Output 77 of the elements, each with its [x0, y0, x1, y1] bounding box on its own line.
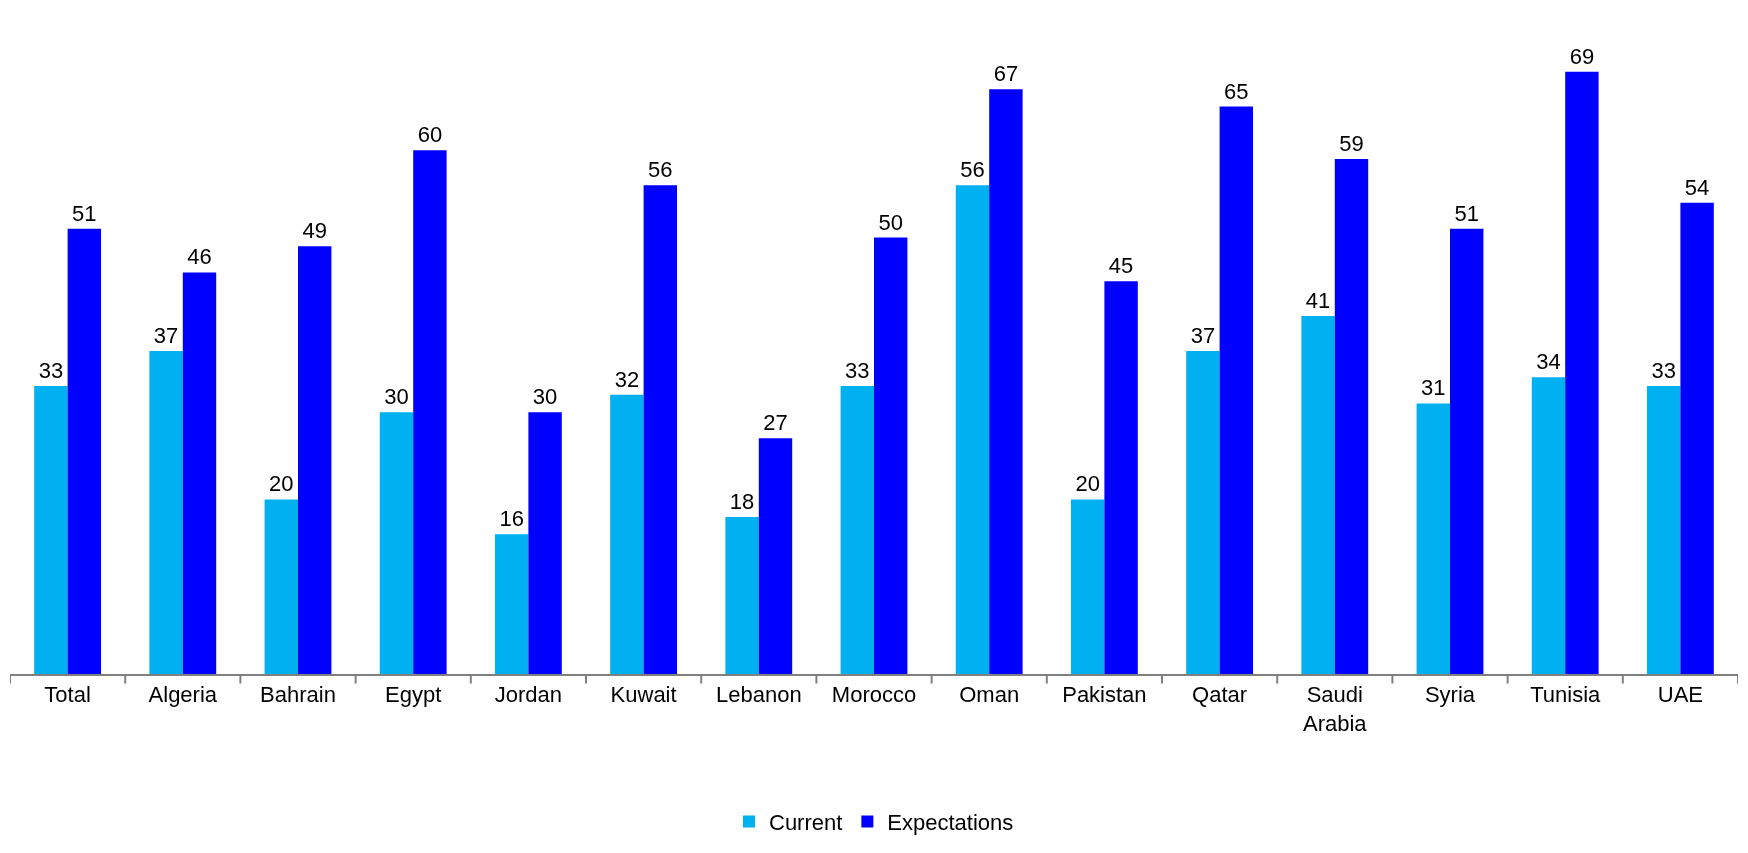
- data-label: 30: [384, 384, 409, 410]
- bar: [379, 412, 414, 674]
- data-label: 33: [845, 357, 870, 383]
- bar: [528, 412, 562, 674]
- x-tick-label: Total: [44, 682, 91, 708]
- bar: [413, 150, 447, 674]
- bar: [758, 438, 793, 674]
- bar: [1416, 403, 1450, 674]
- data-label: 27: [763, 410, 788, 436]
- data-label: 59: [1339, 130, 1364, 156]
- bar: [1104, 281, 1138, 674]
- data-label: 31: [1421, 375, 1446, 401]
- data-label: 20: [269, 471, 294, 497]
- bar: [1186, 351, 1220, 674]
- bar: [874, 237, 908, 674]
- data-label: 45: [1108, 253, 1134, 279]
- x-tick-label: Oman: [959, 682, 1020, 708]
- data-label: 18: [729, 488, 755, 514]
- x-tick-label: Pakistan: [1062, 682, 1147, 708]
- data-label: 67: [993, 61, 1019, 87]
- bar: [67, 228, 102, 674]
- x-tick-label: Lebanon: [715, 682, 802, 708]
- bar: [1680, 202, 1714, 674]
- x-tick-label: Algeria: [148, 682, 218, 708]
- x-tick-label: Qatar: [1192, 682, 1248, 708]
- x-tick-label: Kuwait: [610, 682, 677, 708]
- x-tick-label: UAE: [1657, 682, 1704, 708]
- bar: [840, 385, 874, 674]
- data-label: 51: [1454, 200, 1479, 226]
- bar: [182, 272, 217, 674]
- bar: [264, 499, 298, 674]
- data-label: 56: [960, 157, 985, 183]
- bar: [1531, 377, 1566, 674]
- x-tick-label: Saudi Arabia: [1303, 682, 1368, 736]
- legend-label: Current: [769, 810, 843, 836]
- bar: [955, 185, 990, 674]
- bar: [34, 385, 68, 674]
- data-label: 37: [153, 323, 179, 349]
- x-tick-label: Tunisia: [1530, 682, 1602, 708]
- bar: [1334, 158, 1369, 674]
- data-label: 30: [532, 384, 558, 410]
- x-tick-label: Bahrain: [260, 682, 336, 708]
- data-label: 34: [1536, 349, 1561, 375]
- data-label: 65: [1224, 78, 1249, 104]
- x-tick-label: Egypt: [385, 682, 442, 708]
- bar: [725, 516, 759, 674]
- bar: [610, 394, 644, 674]
- data-label: 16: [499, 506, 524, 532]
- bar: [494, 534, 529, 674]
- data-label: 49: [302, 218, 327, 244]
- data-label: 20: [1075, 471, 1100, 497]
- data-label: 50: [878, 209, 903, 235]
- data-label: 33: [38, 357, 64, 383]
- bar: [1565, 71, 1599, 674]
- data-label: 51: [72, 200, 97, 226]
- legend-label: Expectations: [887, 810, 1014, 836]
- data-label: 41: [1305, 288, 1331, 314]
- data-label: 56: [648, 157, 673, 183]
- data-label: 33: [1651, 357, 1676, 383]
- bar: [1070, 499, 1105, 674]
- data-label: 60: [417, 122, 443, 148]
- x-tick-label: Syria: [1424, 682, 1476, 708]
- bar: [643, 185, 678, 674]
- bar: [298, 246, 332, 674]
- x-tick-label: Morocco: [831, 682, 917, 708]
- data-label: 46: [187, 244, 212, 270]
- data-label: 37: [1190, 323, 1216, 349]
- bar: [1450, 228, 1484, 674]
- bar: [1301, 316, 1335, 674]
- bar: [1646, 385, 1681, 674]
- bar: [989, 89, 1023, 674]
- data-label: 32: [614, 366, 640, 392]
- bar: [1219, 106, 1254, 674]
- x-tick-label: Jordan: [494, 682, 563, 708]
- data-label: 69: [1569, 43, 1595, 69]
- data-label: 54: [1684, 174, 1710, 200]
- bar: [149, 351, 183, 674]
